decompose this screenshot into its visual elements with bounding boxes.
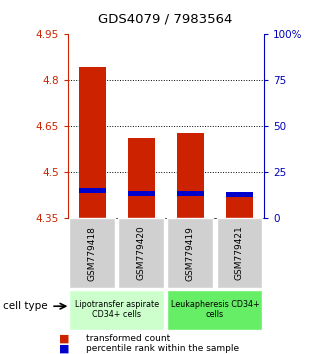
Text: GSM779418: GSM779418	[88, 225, 97, 281]
Bar	[226, 192, 253, 197]
Bar	[128, 191, 155, 196]
Text: GSM779420: GSM779420	[137, 226, 146, 280]
Bar	[177, 191, 204, 196]
Text: Lipotransfer aspirate
CD34+ cells: Lipotransfer aspirate CD34+ cells	[75, 300, 159, 319]
Bar	[79, 188, 106, 193]
Text: GDS4079 / 7983564: GDS4079 / 7983564	[98, 12, 232, 25]
Text: GSM779419: GSM779419	[186, 225, 195, 281]
Text: Leukapheresis CD34+
cells: Leukapheresis CD34+ cells	[171, 300, 259, 319]
Bar	[226, 192, 253, 218]
Bar	[128, 138, 155, 218]
Bar	[177, 133, 204, 218]
Text: percentile rank within the sample: percentile rank within the sample	[86, 344, 239, 353]
Text: transformed count: transformed count	[86, 334, 170, 343]
Text: GSM779421: GSM779421	[235, 226, 244, 280]
Text: cell type: cell type	[3, 301, 48, 311]
Text: ■: ■	[59, 344, 70, 354]
Bar	[79, 67, 106, 218]
Text: ■: ■	[59, 334, 70, 344]
